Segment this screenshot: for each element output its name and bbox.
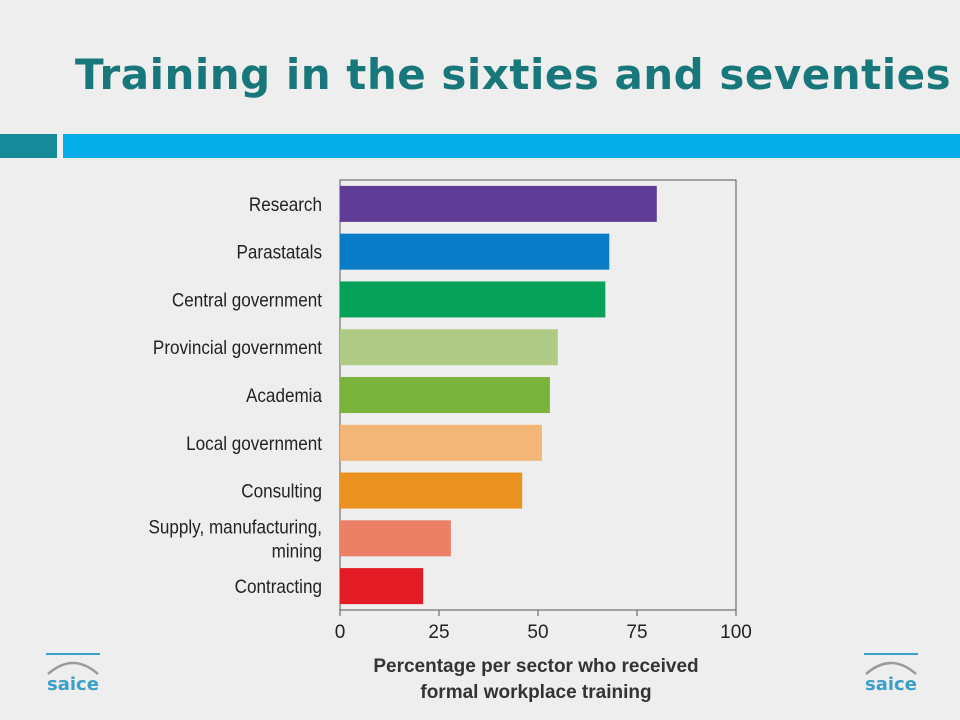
x-tick-label: 50 [527,622,548,643]
bar-1 [340,233,610,270]
category-label: Local government [186,433,322,454]
title-underline-bar [63,134,960,158]
category-label: Central government [172,290,322,311]
x-tick-label: 0 [335,622,346,643]
x-tick-label: 100 [720,622,752,643]
x-tick-label: 25 [428,622,449,643]
bar-2 [340,281,606,318]
bar-0 [340,185,657,222]
category-label: Provincial government [153,337,322,358]
bar-7 [340,520,451,557]
saice-logo-left: saice [42,652,104,698]
logo-text: saice [865,674,917,695]
saice-logo-right: saice [860,652,922,698]
x-axis-label: Percentage per sector who received [373,656,698,677]
bar-5 [340,424,542,461]
category-label: Research [249,194,322,215]
category-label: mining [272,541,322,562]
title-underline-accent [0,134,57,158]
category-label: Supply, manufacturing, [148,517,322,538]
bar-8 [340,568,424,605]
category-label: Academia [246,385,323,406]
x-axis-label: formal workplace training [420,682,651,703]
bar-6 [340,472,523,509]
bar-4 [340,377,550,413]
bar-3 [340,329,558,366]
category-label: Parastatals [237,242,322,263]
x-tick-label: 75 [626,622,647,643]
slide-title: Training in the sixties and seventies [75,50,952,99]
category-label: Consulting [241,481,322,502]
logo-text: saice [47,674,99,695]
category-label: Contracting [235,576,322,597]
